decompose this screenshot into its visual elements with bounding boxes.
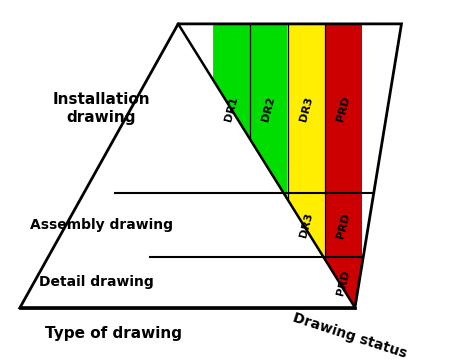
Polygon shape: [287, 24, 325, 193]
Text: Drawing status: Drawing status: [292, 310, 409, 360]
Text: DR1: DR1: [224, 95, 240, 122]
Polygon shape: [324, 257, 325, 258]
Text: Type of drawing: Type of drawing: [44, 326, 182, 341]
Polygon shape: [325, 257, 362, 307]
Text: DR3: DR3: [298, 212, 314, 239]
Text: Detail drawing: Detail drawing: [39, 276, 154, 289]
Text: Assembly drawing: Assembly drawing: [30, 218, 173, 232]
Text: PRD: PRD: [335, 211, 351, 239]
Polygon shape: [250, 24, 287, 193]
Polygon shape: [325, 24, 362, 193]
Text: DR2: DR2: [261, 95, 277, 122]
Text: PRD: PRD: [335, 269, 351, 296]
Polygon shape: [284, 193, 287, 199]
Polygon shape: [20, 24, 355, 308]
Text: Installation
drawing: Installation drawing: [52, 92, 150, 125]
Polygon shape: [287, 193, 325, 257]
Text: DR3: DR3: [298, 95, 314, 122]
Polygon shape: [213, 24, 250, 139]
Text: PRD: PRD: [335, 95, 351, 122]
Polygon shape: [325, 193, 362, 257]
